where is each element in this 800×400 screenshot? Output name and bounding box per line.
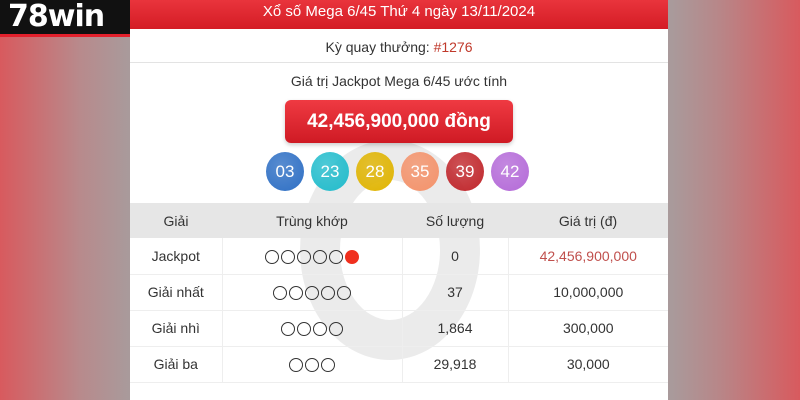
col-value: Giá trị (đ): [508, 203, 668, 238]
match-pattern: [222, 274, 403, 311]
match-pattern: [222, 238, 403, 275]
number-ball: 42: [491, 152, 529, 191]
winner-count: 1,864: [402, 310, 509, 347]
match-circle-icon: [321, 358, 335, 373]
match-circle-icon: [305, 358, 319, 373]
draw-number[interactable]: #1276: [433, 39, 473, 55]
results-card: Xổ số Mega 6/45 Thứ 4 ngày 13/11/2024 Kỳ…: [130, 0, 668, 400]
prize-name: Giải ba: [130, 346, 223, 383]
match-circle-icon: [297, 249, 311, 264]
match-circle-icon: [265, 249, 279, 264]
prize-table: Giải Trùng khớp Số lượng Giá trị (đ) Jac…: [130, 203, 668, 383]
jackpot-value: 42,456,900,000 đồng: [285, 100, 513, 143]
match-circle-icon: [313, 322, 327, 337]
logo: 78win: [0, 0, 145, 37]
match-circle-icon: [297, 322, 311, 337]
table-row: Giải ba 29,918 30,000: [130, 346, 668, 383]
winner-count: 0: [402, 238, 509, 275]
match-circle-icon: [281, 322, 295, 337]
table-row: Giải nhất 37 10,000,000: [130, 274, 668, 311]
number-ball: 23: [311, 152, 349, 191]
special-ball-icon: [345, 249, 359, 264]
number-ball: 35: [401, 152, 439, 191]
table-row: Giải nhì 1,864 300,000: [130, 310, 668, 347]
match-circle-icon: [289, 358, 303, 373]
col-count: Số lượng: [402, 203, 508, 238]
match-circle-icon: [329, 322, 343, 337]
prize-value: 30,000: [508, 346, 668, 383]
prize-value: 42,456,900,000: [508, 238, 668, 275]
draw-label: Kỳ quay thưởng:: [325, 39, 434, 55]
winner-count: 29,918: [402, 346, 509, 383]
prize-name: Giải nhất: [130, 274, 223, 311]
col-prize: Giải: [130, 203, 222, 238]
jackpot-label: Giá trị Jackpot Mega 6/45 ước tính: [290, 73, 508, 89]
prize-name: Giải nhì: [130, 310, 223, 347]
match-pattern: [222, 346, 403, 383]
match-circle-icon: [321, 286, 335, 301]
match-circle-icon: [337, 286, 351, 301]
match-circle-icon: [329, 249, 343, 264]
number-ball: 39: [446, 152, 484, 191]
page-title: Xổ số Mega 6/45 Thứ 4 ngày 13/11/2024: [130, 0, 668, 29]
match-circle-icon: [313, 249, 327, 264]
match-circle-icon: [305, 286, 319, 301]
match-circle-icon: [289, 286, 303, 301]
match-circle-icon: [273, 286, 287, 301]
draw-info: Kỳ quay thưởng: #1276: [130, 29, 668, 63]
match-circle-icon: [281, 249, 295, 264]
match-pattern: [222, 310, 403, 347]
winning-numbers: 03 23 28 35 39 42: [266, 152, 529, 191]
winner-count: 37: [402, 274, 509, 311]
prize-name: Jackpot: [130, 238, 223, 275]
table-row: Jackpot 0 42,456,900,000: [130, 238, 668, 275]
number-ball: 03: [266, 152, 304, 191]
prize-value: 300,000: [508, 310, 668, 347]
prize-value: 10,000,000: [508, 274, 668, 311]
col-matches: Trùng khớp: [222, 203, 402, 238]
number-ball: 28: [356, 152, 394, 191]
